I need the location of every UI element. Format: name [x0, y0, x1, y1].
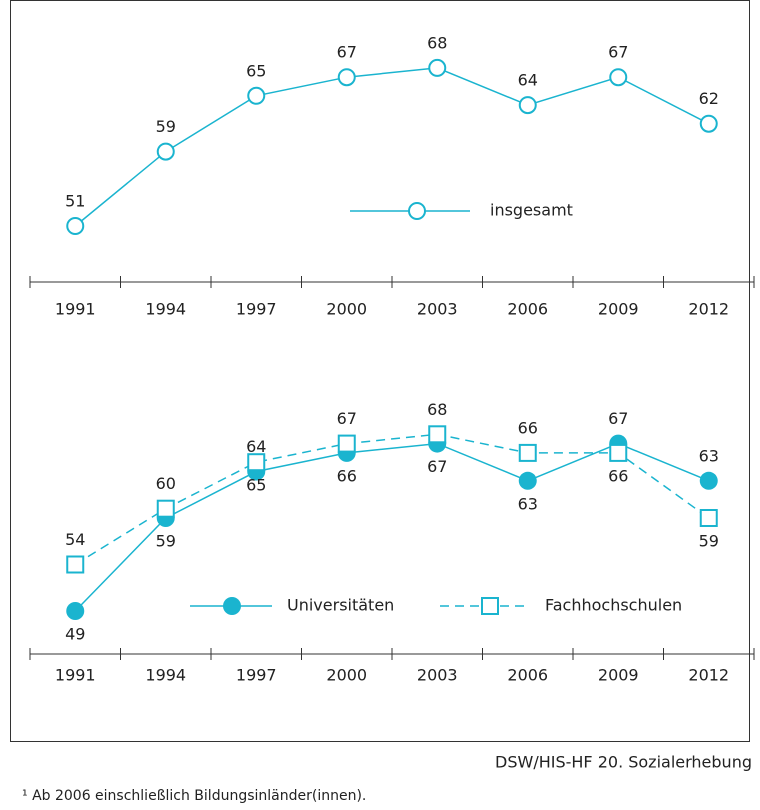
- legend-marker: [223, 597, 241, 615]
- data-label: 51: [65, 192, 85, 211]
- marker: [518, 96, 537, 115]
- data-label: 65: [246, 61, 266, 80]
- data-label: 62: [699, 89, 719, 108]
- data-label: 67: [337, 43, 357, 62]
- marker: [609, 443, 628, 462]
- legend-label: Fachhochschulen: [545, 596, 682, 615]
- legend-label: Universitäten: [287, 596, 394, 615]
- x-tick-label: 1991: [55, 300, 96, 319]
- marker: [66, 555, 85, 574]
- x-tick-label: 2012: [688, 666, 729, 685]
- data-label: 68: [427, 400, 447, 419]
- marker: [428, 58, 447, 77]
- marker: [156, 499, 175, 518]
- x-tick-label: 2000: [326, 300, 367, 319]
- data-label: 68: [427, 33, 447, 52]
- data-label: 59: [156, 117, 176, 136]
- footnote: ¹ Ab 2006 einschließlich Bildungsinlände…: [22, 788, 366, 804]
- data-label: 60: [156, 474, 176, 493]
- data-label: 63: [518, 494, 538, 513]
- marker: [66, 602, 85, 620]
- frame: [10, 0, 750, 742]
- marker: [699, 509, 718, 527]
- marker: [518, 443, 537, 462]
- marker: [699, 471, 718, 490]
- data-label: 54: [65, 530, 85, 549]
- x-tick-label: 2003: [417, 666, 458, 685]
- legend-label: insgesamt: [490, 201, 573, 220]
- marker: [156, 142, 175, 161]
- x-tick-label: 2009: [598, 300, 639, 319]
- marker: [518, 471, 537, 490]
- data-label: 64: [518, 71, 538, 90]
- data-label: 66: [337, 466, 357, 485]
- data-label: 67: [337, 409, 357, 428]
- legend-marker: [481, 597, 499, 615]
- marker: [247, 86, 266, 105]
- data-label: 59: [699, 532, 719, 551]
- marker: [337, 434, 356, 453]
- marker: [66, 217, 85, 235]
- data-label: 66: [608, 466, 628, 485]
- x-tick-label: 2006: [507, 300, 548, 319]
- x-tick-label: 1997: [236, 300, 277, 319]
- x-tick-label: 2009: [598, 666, 639, 685]
- series-line: [74, 67, 710, 227]
- marker: [609, 68, 628, 87]
- data-label: 65: [246, 476, 266, 495]
- x-tick-label: 1994: [145, 300, 186, 319]
- marker: [337, 68, 356, 87]
- x-tick-label: 2006: [507, 666, 548, 685]
- legend-marker: [408, 202, 426, 220]
- x-tick-label: 1994: [145, 666, 186, 685]
- data-label: 67: [608, 409, 628, 428]
- x-tick-label: 1991: [55, 666, 96, 685]
- x-tick-label: 2003: [417, 300, 458, 319]
- data-label: 64: [246, 437, 266, 456]
- data-label: 67: [427, 457, 447, 476]
- x-tick-label: 2000: [326, 666, 367, 685]
- series-line: [74, 442, 710, 612]
- data-label: 63: [699, 446, 719, 465]
- source: DSW/HIS-HF 20. Sozialerhebung: [495, 753, 752, 772]
- marker: [699, 114, 718, 133]
- data-label: 59: [156, 532, 176, 551]
- data-label: 66: [518, 418, 538, 437]
- marker: [247, 453, 266, 472]
- marker: [428, 425, 447, 444]
- x-tick-label: 1997: [236, 666, 277, 685]
- series-line: [74, 433, 710, 566]
- data-label: 49: [65, 625, 85, 644]
- x-tick-label: 2012: [688, 300, 729, 319]
- data-label: 67: [608, 43, 628, 62]
